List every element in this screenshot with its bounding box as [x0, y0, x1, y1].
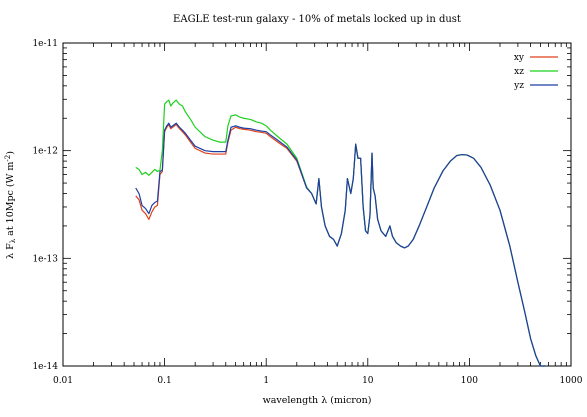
y-axis-label-post: ) — [5, 151, 16, 155]
x-tick-label: 10 — [362, 376, 374, 386]
legend-label-xz: xz — [514, 67, 524, 77]
y-axis-label-pre: λ F — [5, 243, 16, 259]
series-line-xy — [135, 123, 546, 367]
series-line-xz — [135, 99, 546, 367]
y-tick-label: 1e-14 — [32, 362, 58, 372]
y-tick-label: 1e-12 — [32, 147, 58, 157]
y-axis-label-sup: -2 — [4, 155, 12, 162]
y-tick-label: 1e-13 — [32, 254, 58, 264]
plot-frame — [62, 42, 572, 367]
chart-title: EAGLE test-run galaxy - 10% of metals lo… — [173, 14, 461, 25]
y-axis-label-mid: at 10Mpc (W m — [5, 162, 16, 239]
y-axis-label-sub: λ — [9, 238, 17, 243]
x-tick-label: 1 — [263, 376, 269, 386]
y-axis-label: λ Fλ at 10Mpc (W m-2) — [4, 151, 17, 259]
legend-label-xy: xy — [514, 53, 525, 63]
y-tick-label: 1e-11 — [32, 39, 58, 49]
x-tick-label: 1000 — [560, 376, 583, 386]
x-tick-label: 0.1 — [157, 376, 171, 386]
legend-label-yz: yz — [513, 81, 524, 91]
series-line-yz — [135, 122, 546, 367]
legend: xy xz yz — [513, 53, 558, 91]
series-layer — [135, 99, 546, 367]
axes-layer: 0.01 0.1 1 10 100 1000 1e-14 1e-13 1e-12 1e-11 — [32, 39, 582, 386]
x-axis-label: wavelength λ (micron) — [263, 395, 372, 406]
x-tick-label: 100 — [461, 376, 478, 386]
x-tick-label: 0.01 — [53, 376, 73, 386]
